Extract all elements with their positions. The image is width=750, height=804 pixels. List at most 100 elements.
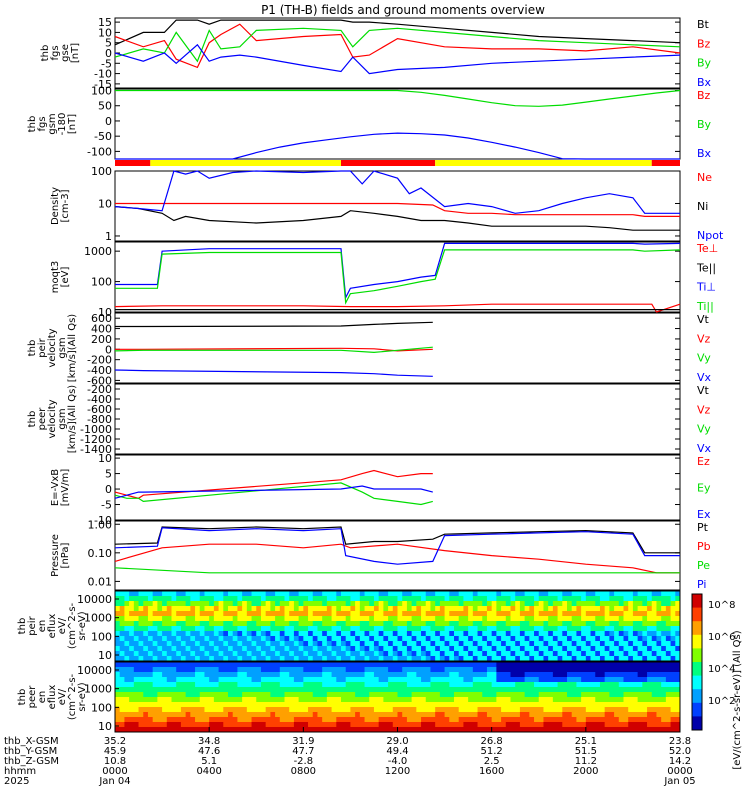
spectrogram-cell (458, 626, 464, 632)
spectrogram-cell (510, 621, 516, 627)
y-tick-label: 1 (105, 230, 112, 243)
spectrogram-cell (661, 656, 667, 662)
spectrogram-cell (562, 611, 568, 617)
spectrogram-cell (284, 656, 290, 662)
y-tick-label: -5 (101, 57, 112, 70)
spectrogram-cell (392, 677, 398, 683)
spectrogram-cell (505, 636, 511, 642)
spectrogram-cell (505, 591, 511, 597)
spectrogram-cell (275, 712, 281, 718)
spectrogram-cell (317, 662, 323, 668)
spectrogram-cell (623, 667, 629, 673)
spectrogram-cell (557, 667, 563, 673)
spectrogram-cell (552, 672, 559, 678)
spectrogram-cell (223, 591, 229, 597)
spectrogram-cell (326, 591, 333, 597)
spectrogram-cell (180, 712, 187, 718)
spectrogram-cell (270, 692, 276, 698)
spectrogram-cell (581, 651, 587, 657)
spectrogram-cell (548, 672, 554, 678)
legend-entry: By (697, 57, 712, 70)
spectrogram-cell (604, 662, 610, 668)
spectrogram-cell (364, 667, 370, 673)
spectrogram-cell (632, 646, 639, 652)
spectrogram-cell (444, 606, 450, 612)
spectrogram-cell (138, 692, 144, 698)
spectrogram-cell (632, 641, 639, 647)
spectrogram-cell (298, 712, 304, 718)
spectrogram-cell (519, 672, 526, 678)
spectrogram-cell (364, 631, 370, 637)
spectrogram-cell (378, 651, 384, 657)
spectrogram-cell (251, 692, 257, 698)
spectrogram-cell (472, 621, 479, 627)
spectrogram-cell (265, 596, 271, 602)
spectrogram-cell (270, 712, 276, 718)
spectrogram-cell (303, 667, 309, 673)
spectrogram-cell (496, 727, 502, 733)
spectrogram-cell (293, 646, 300, 652)
spectrogram-cell (482, 672, 488, 678)
spectrogram-cell (421, 687, 427, 693)
spectrogram-cell (176, 641, 182, 647)
spectrogram-cell (468, 692, 474, 698)
spectrogram-cell (510, 727, 516, 733)
spectrogram-cell (454, 722, 460, 728)
spectrogram-cell (501, 616, 507, 622)
panel-ylabel: thb (17, 618, 28, 635)
spectrogram-cell (402, 626, 408, 632)
spectrogram-cell (604, 717, 610, 723)
spectrogram-cell (119, 702, 125, 708)
spectrogram-cell (317, 697, 323, 703)
spectrogram-cell (416, 722, 422, 728)
spectrogram-cell (147, 727, 154, 733)
spectrogram-cell (647, 591, 653, 597)
spectrogram-cell (199, 626, 205, 632)
spectrogram-cell (129, 616, 135, 622)
spectrogram-cell (218, 692, 224, 698)
spectrogram-cell (345, 601, 351, 607)
spectrogram-cell (119, 596, 125, 602)
spectrogram-cell (524, 682, 530, 688)
spectrogram-cell (162, 707, 168, 713)
spectrogram-cell (529, 641, 535, 647)
spectrogram-cell (204, 641, 210, 647)
spectrogram-cell (552, 702, 559, 708)
spectrogram-cell (599, 722, 606, 728)
spectrogram-cell (364, 636, 370, 642)
spectrogram-cell (505, 722, 511, 728)
spectrogram-cell (124, 712, 130, 718)
spectrogram-cell (350, 641, 356, 647)
spectrogram-cell (505, 626, 511, 632)
spectrogram-cell (524, 596, 530, 602)
series-line (115, 347, 433, 352)
spectrogram-cell (571, 682, 577, 688)
spectrogram-cell (661, 697, 667, 703)
spectrogram-cell (369, 727, 375, 733)
spectrogram-cell (133, 621, 140, 627)
spectrogram-cell (275, 651, 281, 657)
spectrogram-cell (204, 616, 210, 622)
spectrogram-cell (180, 651, 187, 657)
spectrogram-cell (199, 687, 205, 693)
spectrogram-cell (538, 636, 544, 642)
spectrogram-cell (213, 672, 220, 678)
spectrogram-cell (246, 651, 253, 657)
spectrogram-cell (477, 672, 483, 678)
spectrogram-cell (614, 611, 620, 617)
spectrogram-cell (209, 707, 215, 713)
spectrogram-cell (228, 611, 234, 617)
x-tick-label: 5.1 (201, 756, 217, 767)
spectrogram-cell (190, 646, 196, 652)
spectrogram-cell (632, 682, 639, 688)
spectrogram-cell (439, 621, 446, 627)
spectrogram-cell (293, 601, 300, 607)
spectrogram-cell (510, 616, 516, 622)
spectrogram-cell (397, 631, 403, 637)
spectrogram-cell (430, 672, 436, 678)
spectrogram-cell (505, 712, 511, 718)
spectrogram-cell (279, 677, 285, 683)
spectrogram-cell (402, 717, 408, 723)
spectrogram-cell (515, 636, 521, 642)
spectrogram-cell (312, 611, 318, 617)
